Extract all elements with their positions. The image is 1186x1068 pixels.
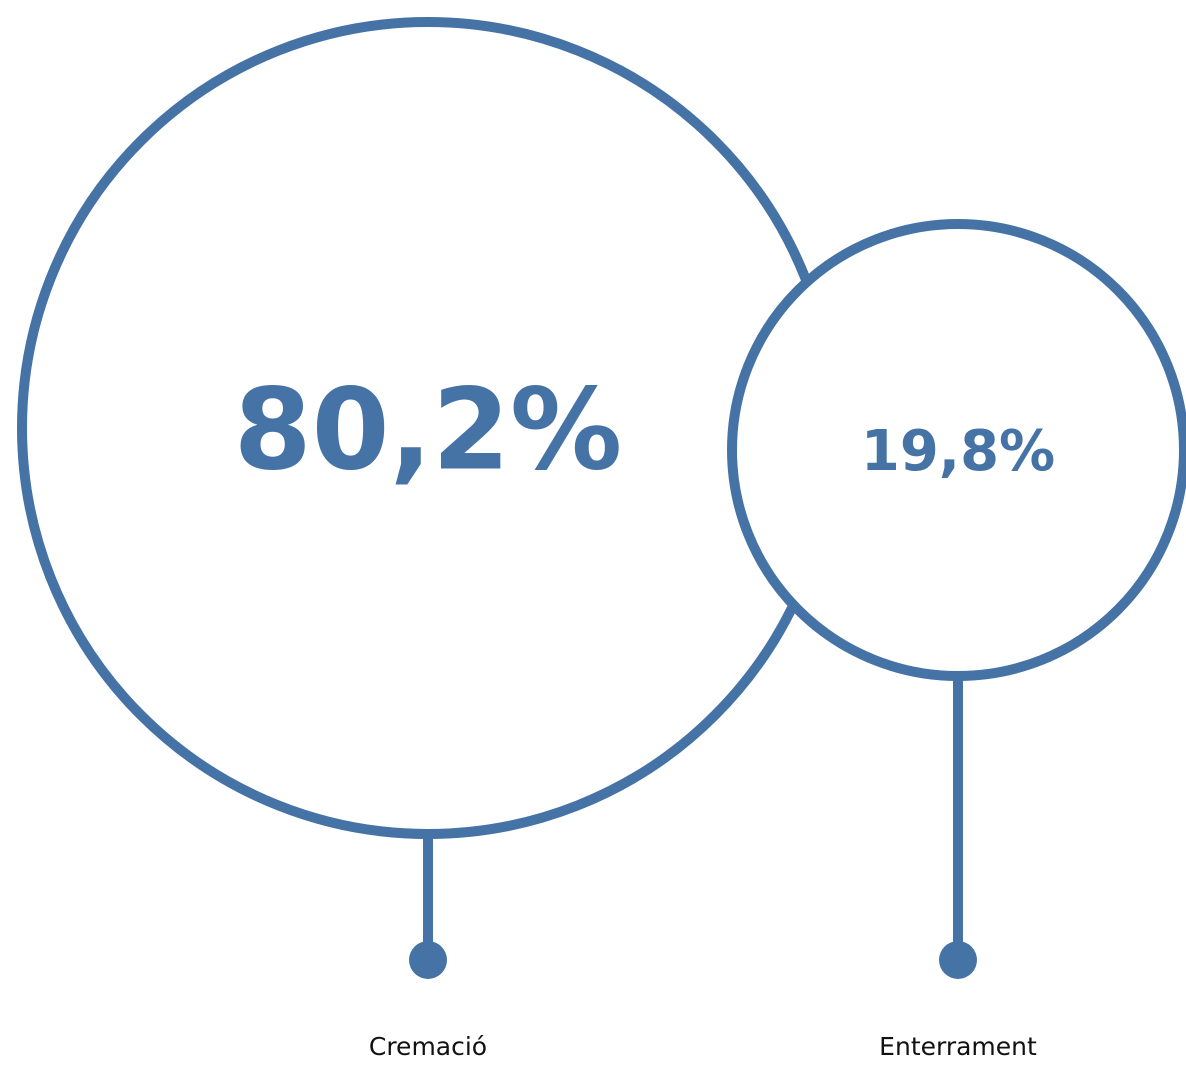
bubbles-layer	[17, 17, 1186, 839]
value-label-enterrament: 19,8%	[861, 419, 1055, 484]
value-label-cremacio: 80,2%	[234, 365, 623, 495]
connector-dot-cremacio	[409, 941, 447, 979]
connector-dot-enterrament	[939, 941, 977, 979]
category-label-enterrament: Enterrament	[879, 1032, 1037, 1061]
connectors-layer	[409, 676, 977, 979]
labels-layer: 80,2% Cremació 19,8% Enterrament	[234, 365, 1055, 1061]
category-label-cremacio: Cremació	[369, 1032, 487, 1061]
